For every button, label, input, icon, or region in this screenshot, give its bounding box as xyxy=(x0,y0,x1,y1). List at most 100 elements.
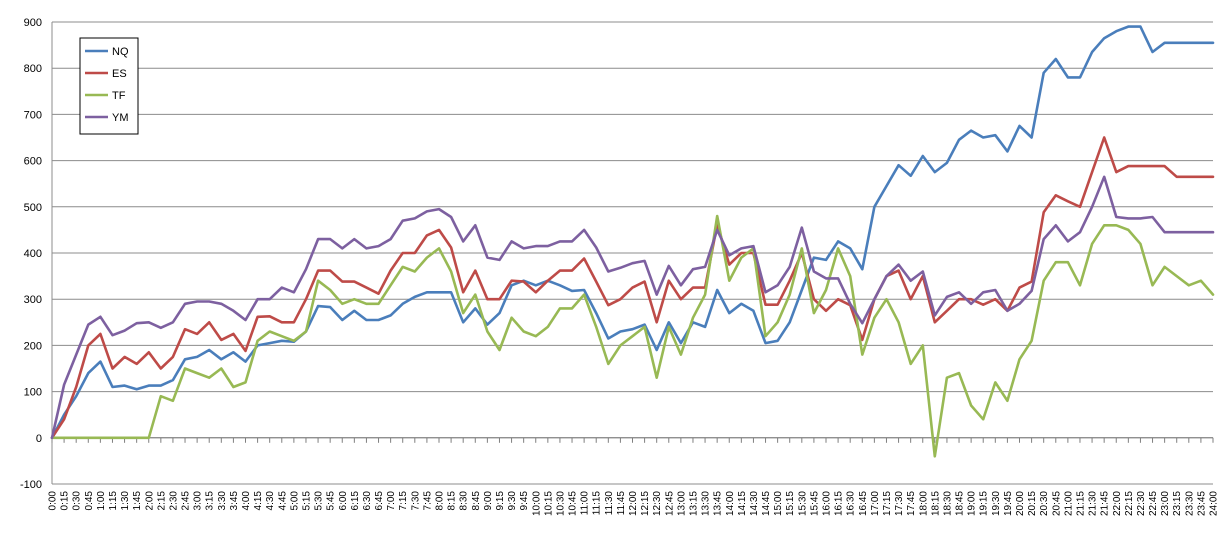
x-tick-label: 18:45 xyxy=(955,491,966,516)
x-tick-label: 23:45 xyxy=(1196,491,1207,516)
legend-box xyxy=(79,37,139,135)
x-tick-label: 18:15 xyxy=(930,491,941,516)
x-tick-label: 8:45 xyxy=(471,491,482,511)
x-tick-label: 19:15 xyxy=(979,491,990,516)
x-tick-label: 13:15 xyxy=(688,491,699,516)
x-tick-label: 9:15 xyxy=(495,491,506,511)
y-tick-label: 400 xyxy=(24,248,42,260)
x-tick-label: 10:45 xyxy=(568,491,579,516)
x-tick-label: 24:00 xyxy=(1209,491,1220,516)
x-tick-label: 12:30 xyxy=(652,491,663,516)
x-tick-label: 11:15 xyxy=(592,491,603,516)
x-tick-label: 17:15 xyxy=(882,491,893,516)
x-tick-label: 13:45 xyxy=(713,491,724,516)
x-tick-label: 22:45 xyxy=(1148,491,1159,516)
x-tick-label: 2:30 xyxy=(168,491,179,511)
y-tick-label: 800 xyxy=(24,63,42,75)
x-tick-label: 5:30 xyxy=(314,491,325,511)
x-tick-label: 3:45 xyxy=(229,491,240,511)
x-tick-label: 2:15 xyxy=(156,491,167,511)
x-tick-label: 8:30 xyxy=(459,491,470,511)
x-tick-label: 0:00 xyxy=(48,491,59,511)
x-tick-label: 12:45 xyxy=(664,491,675,516)
x-tick-label: 14:45 xyxy=(761,491,772,516)
x-tick-label: 15:30 xyxy=(797,491,808,516)
x-tick-label: 19:00 xyxy=(967,491,978,516)
x-tick-label: 18:30 xyxy=(942,491,953,516)
x-tick-label: 1:45 xyxy=(132,491,143,511)
x-tick-label: 11:45 xyxy=(616,491,627,516)
x-tick-label: 14:00 xyxy=(725,491,736,516)
y-tick-label: 300 xyxy=(24,294,42,306)
x-tick-label: 20:00 xyxy=(1015,491,1026,516)
x-tick-label: 7:15 xyxy=(398,491,409,511)
x-tick-label: 17:30 xyxy=(894,491,905,516)
x-tick-label: 6:30 xyxy=(362,491,373,511)
x-tick-label: 10:00 xyxy=(531,491,542,516)
x-tick-label: 17:45 xyxy=(906,491,917,516)
x-tick-label: 21:30 xyxy=(1088,491,1099,516)
x-tick-label: 4:30 xyxy=(265,491,276,511)
x-tick-label: 6:15 xyxy=(350,491,361,511)
series-line-ym xyxy=(50,175,1215,440)
x-tick-label: 3:30 xyxy=(217,491,228,511)
series-line-tf xyxy=(50,214,1215,458)
y-tick-label: 0 xyxy=(36,433,42,445)
x-tick-label: 6:00 xyxy=(338,491,349,511)
x-tick-label: 14:15 xyxy=(737,491,748,516)
legend-label-tf: TF xyxy=(112,90,126,102)
x-tick-label: 5:45 xyxy=(326,491,337,511)
x-tick-label: 17:00 xyxy=(870,491,881,516)
series-line-nq xyxy=(50,25,1215,440)
x-tick-label: 22:00 xyxy=(1112,491,1123,516)
series-line-es xyxy=(50,136,1215,440)
x-tick-label: 9:45 xyxy=(519,491,530,511)
legend-label-ym: YM xyxy=(112,112,129,124)
x-tick-label: 14:30 xyxy=(749,491,760,516)
x-tick-label: 15:15 xyxy=(785,491,796,516)
x-tick-label: 8:00 xyxy=(435,491,446,511)
x-tick-label: 4:45 xyxy=(277,491,288,511)
x-tick-label: 20:45 xyxy=(1051,491,1062,516)
x-tick-label: 11:30 xyxy=(604,491,615,516)
x-tick-label: 16:15 xyxy=(834,491,845,516)
x-tick-label: 23:30 xyxy=(1184,491,1195,516)
x-tick-label: 1:15 xyxy=(108,491,119,511)
gridlines xyxy=(51,21,1213,485)
x-tick-label: 19:45 xyxy=(1003,491,1014,516)
x-tick-label: 21:00 xyxy=(1063,491,1074,516)
y-tick-label: -100 xyxy=(20,479,42,491)
x-tick-label: 12:15 xyxy=(640,491,651,516)
x-tick-label: 15:45 xyxy=(809,491,820,516)
legend-label-es: ES xyxy=(112,68,127,80)
y-tick-label: 700 xyxy=(24,109,42,121)
x-tick-label: 4:00 xyxy=(241,491,252,511)
x-tick-label: 20:30 xyxy=(1039,491,1050,516)
x-tick-label: 20:15 xyxy=(1027,491,1038,516)
x-tick-label: 7:00 xyxy=(386,491,397,511)
x-tick-label: 5:15 xyxy=(301,491,312,511)
x-tick-label: 7:45 xyxy=(422,491,433,511)
x-tick-label: 19:30 xyxy=(991,491,1002,516)
x-axis: 0:00 0:15 0:30 0:45 1:00 1:15 1:30 1:45 2:00 2:15… xyxy=(48,437,1220,516)
x-tick-label: 0:30 xyxy=(72,491,83,511)
y-axis-ticks: -100 0 100 200 300 400 500 600 700 800 900 xyxy=(20,17,42,491)
x-tick-label: 7:30 xyxy=(410,491,421,511)
x-tick-label: 23:15 xyxy=(1172,491,1183,516)
x-tick-label: 4:15 xyxy=(253,491,264,511)
x-tick-label: 1:30 xyxy=(120,491,131,511)
x-tick-label: 13:00 xyxy=(676,491,687,516)
x-tick-label: 18:00 xyxy=(918,491,929,516)
x-tick-label: 2:00 xyxy=(144,491,155,511)
x-tick-label: 8:15 xyxy=(447,491,458,511)
x-tick-label: 2:45 xyxy=(181,491,192,511)
x-tick-label: 3:00 xyxy=(193,491,204,511)
x-tick-label: 10:30 xyxy=(555,491,566,516)
x-tick-label: 0:15 xyxy=(60,491,71,511)
y-tick-label: 900 xyxy=(24,17,42,29)
series-lines xyxy=(50,25,1215,458)
y-tick-label: 500 xyxy=(24,202,42,214)
y-tick-label: 600 xyxy=(24,156,42,168)
x-tick-label: 12:00 xyxy=(628,491,639,516)
